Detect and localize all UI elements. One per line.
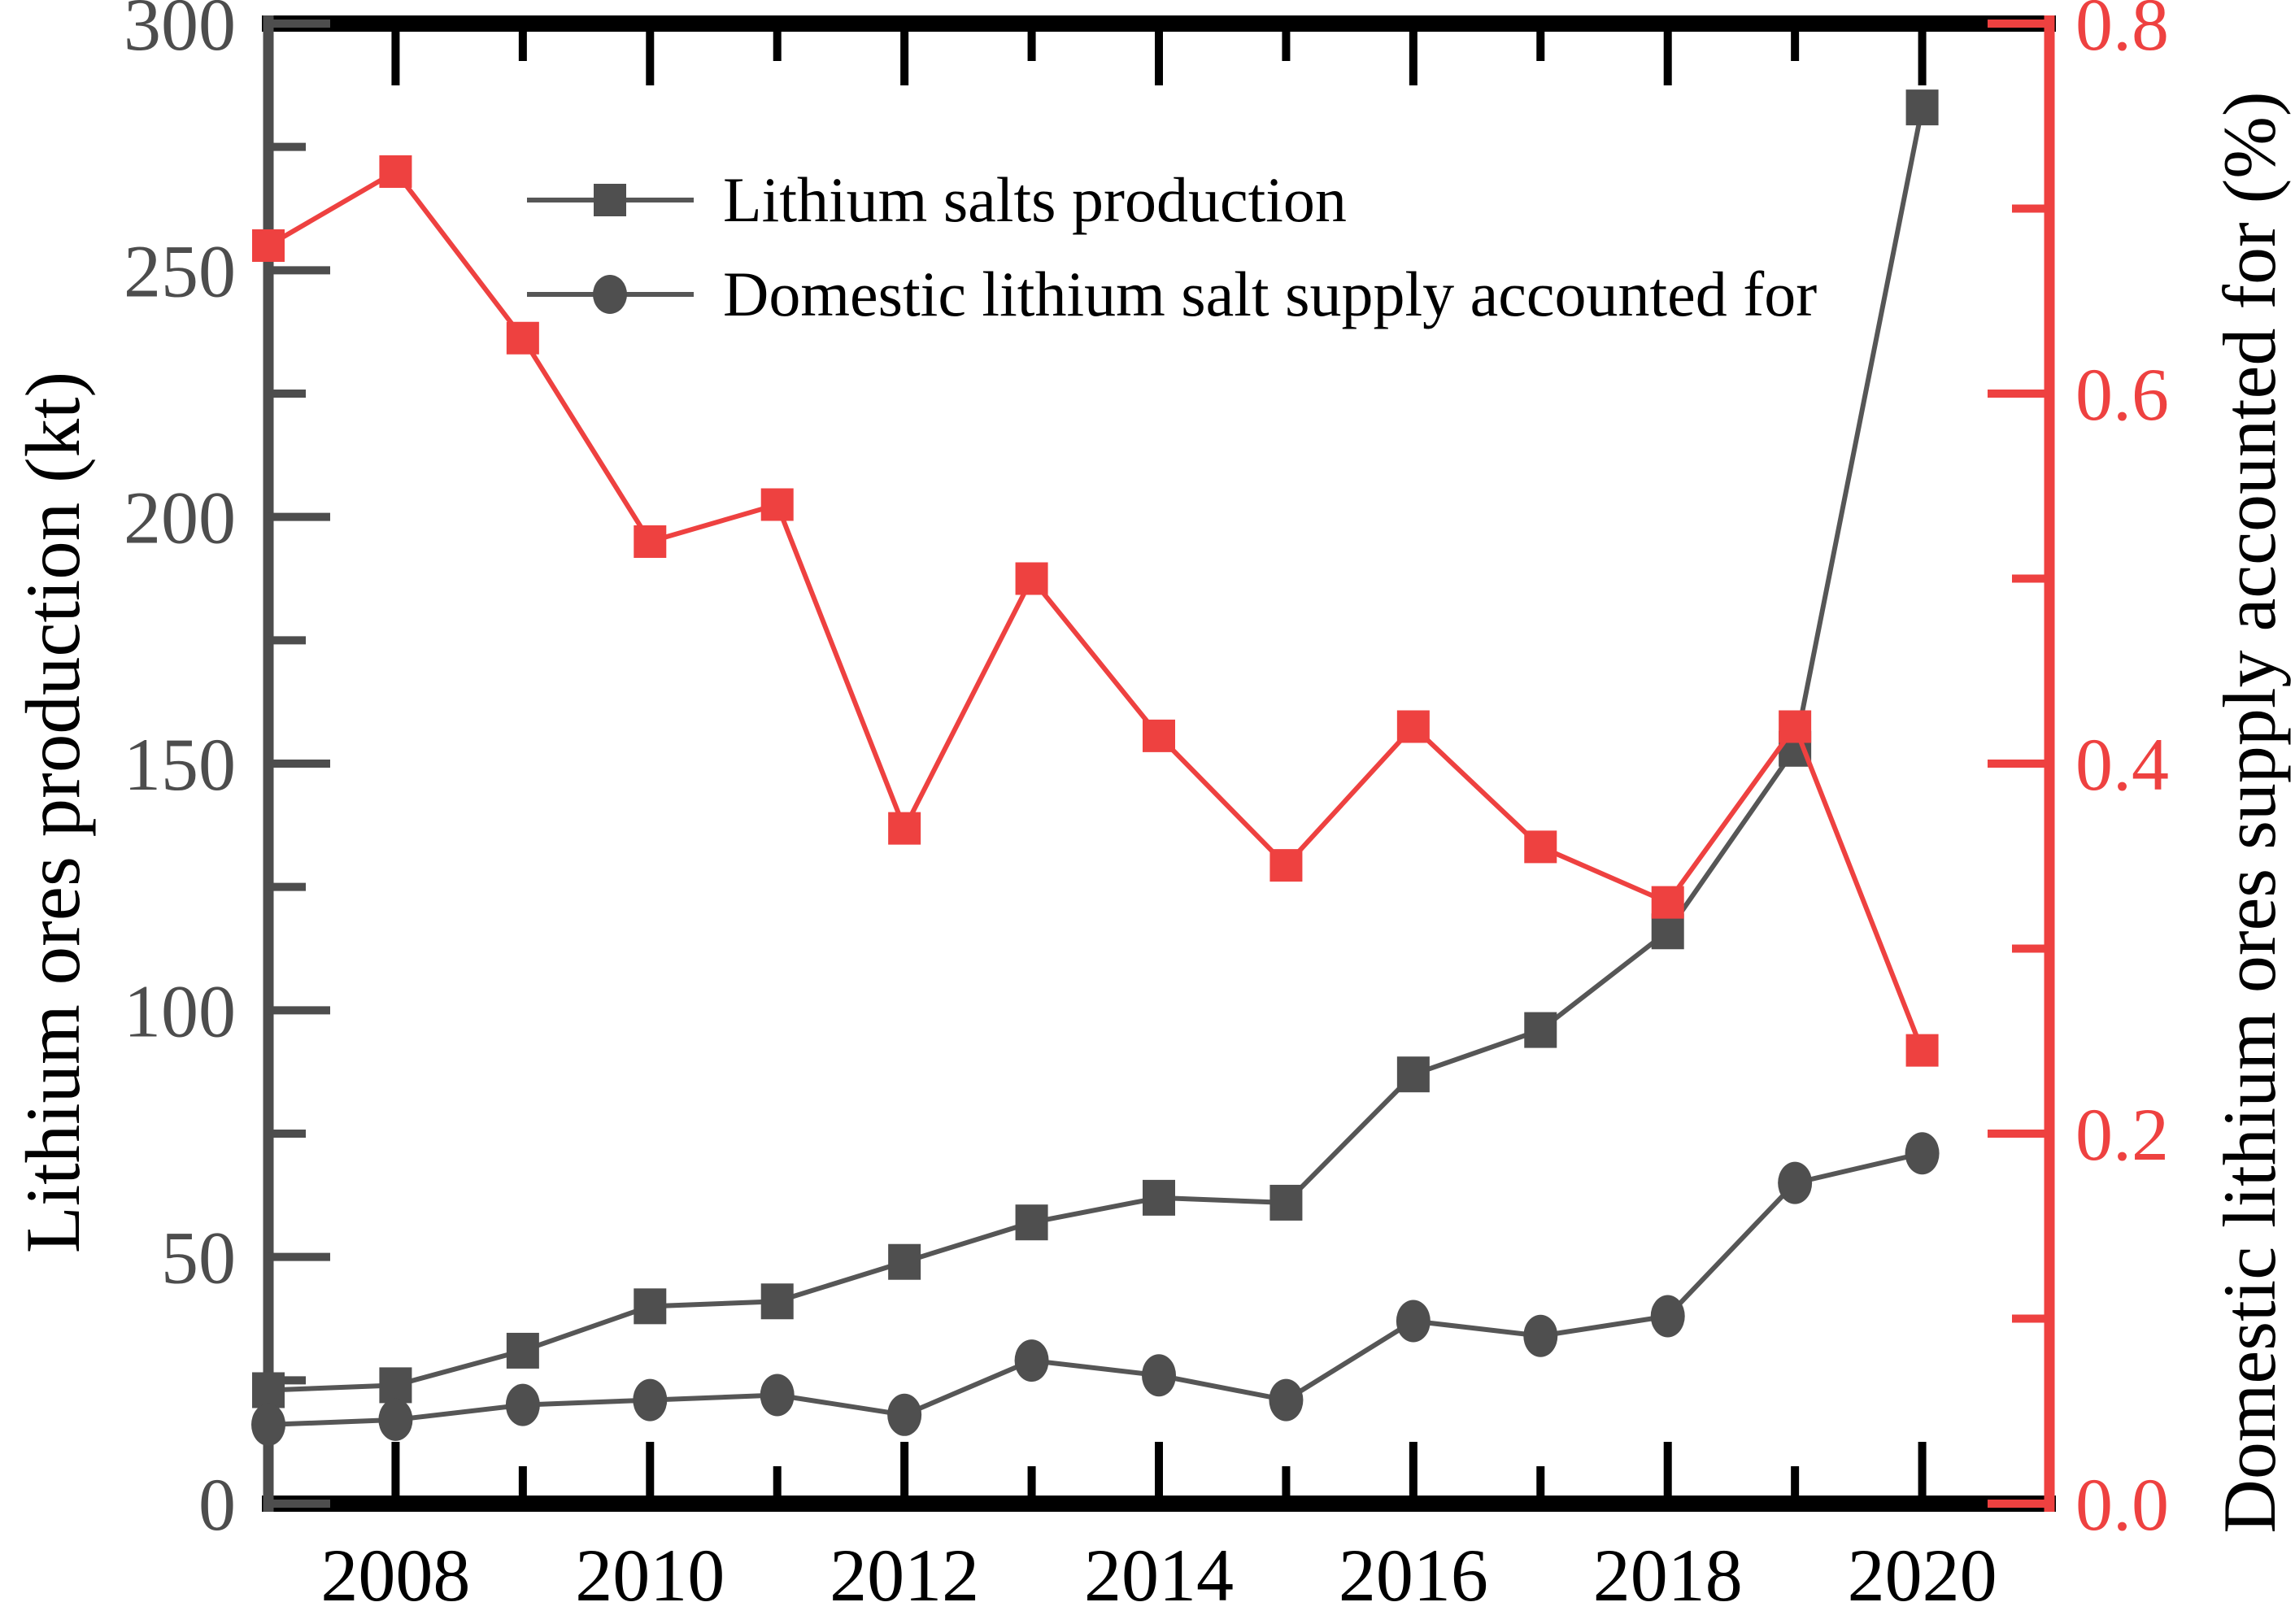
data-point-marker bbox=[1651, 886, 1684, 919]
data-point-marker bbox=[1396, 1300, 1431, 1343]
y-left-tick-label: 300 bbox=[124, 0, 236, 66]
legend-key bbox=[527, 254, 694, 335]
data-point-marker bbox=[1269, 1184, 1303, 1221]
data-point-marker bbox=[1778, 1161, 1813, 1204]
data-point-marker bbox=[887, 1393, 922, 1436]
data-point-marker bbox=[1014, 1339, 1049, 1382]
legend-item-label: Lithium salts production bbox=[723, 164, 1347, 235]
y-left-tick-label: 200 bbox=[124, 477, 236, 559]
series-line bbox=[267, 168, 1925, 1051]
x-tick-label: 2012 bbox=[830, 1534, 979, 1617]
data-point-marker bbox=[1143, 719, 1175, 752]
x-tick-label: 2018 bbox=[1593, 1534, 1743, 1617]
data-point-marker bbox=[379, 155, 412, 188]
y-right-tick-label: 0.8 bbox=[2075, 0, 2169, 66]
data-point-marker bbox=[1396, 710, 1430, 743]
data-point-marker bbox=[1650, 1295, 1685, 1338]
y-left-tick-label: 50 bbox=[161, 1217, 236, 1300]
data-point-marker bbox=[1905, 1132, 1940, 1175]
data-point-marker bbox=[252, 229, 285, 262]
data-point-marker bbox=[1143, 1179, 1175, 1216]
y-left-tick-label: 150 bbox=[124, 723, 236, 806]
data-point-marker bbox=[1269, 849, 1303, 882]
data-point-marker bbox=[1905, 1034, 1939, 1067]
legend-item-domestic-lithium-salt-supply: Domestic lithium salt supply accounted f… bbox=[527, 254, 1817, 335]
y-right-tick-label: 0.6 bbox=[2075, 353, 2169, 436]
y-right-tick-label: 0.2 bbox=[2075, 1093, 2169, 1176]
square-marker-icon bbox=[594, 184, 626, 216]
x-tick-label: 2016 bbox=[1339, 1534, 1488, 1617]
data-point-marker bbox=[1651, 913, 1684, 950]
data-point-marker bbox=[760, 1283, 794, 1320]
data-point-marker bbox=[1396, 1056, 1430, 1093]
data-point-marker bbox=[634, 1288, 667, 1325]
data-point-marker bbox=[760, 1374, 795, 1417]
data-point-marker bbox=[634, 525, 667, 558]
data-point-marker bbox=[506, 1332, 539, 1369]
data-point-marker bbox=[1142, 1354, 1176, 1397]
y-left-tick-label: 250 bbox=[124, 229, 236, 312]
data-point-marker bbox=[1524, 830, 1557, 864]
legend-item-label: Domestic lithium salt supply accounted f… bbox=[723, 259, 1818, 329]
data-point-marker bbox=[1015, 562, 1048, 595]
data-point-marker bbox=[378, 1398, 413, 1441]
data-point-marker bbox=[888, 1243, 921, 1280]
data-point-marker bbox=[1905, 89, 1939, 126]
data-point-marker bbox=[379, 1367, 412, 1404]
left-axis-title: Lithium ores production (kt) bbox=[10, 371, 96, 1253]
data-point-marker bbox=[888, 812, 921, 845]
x-tick-label: 2014 bbox=[1084, 1534, 1234, 1617]
data-point-marker bbox=[506, 321, 539, 355]
data-point-marker bbox=[760, 488, 794, 521]
y-left-tick-label: 100 bbox=[124, 969, 236, 1052]
data-point-marker bbox=[633, 1378, 668, 1422]
series-line bbox=[268, 1151, 1923, 1427]
x-tick-label: 2008 bbox=[320, 1534, 470, 1617]
data-point-marker bbox=[1779, 710, 1812, 743]
y-left-tick-label: 0 bbox=[198, 1463, 236, 1546]
x-tick-label: 2020 bbox=[1848, 1534, 1997, 1617]
data-point-marker bbox=[1269, 1378, 1304, 1422]
legend: Lithium salts production Domestic lithiu… bbox=[527, 159, 1817, 348]
data-point-marker bbox=[1015, 1204, 1048, 1241]
data-point-marker bbox=[251, 1403, 285, 1446]
series-line bbox=[268, 107, 1925, 1393]
data-point-marker bbox=[252, 1372, 285, 1408]
y-right-tick-label: 0.0 bbox=[2075, 1463, 2169, 1546]
legend-key bbox=[527, 159, 694, 241]
y-right-tick-label: 0.4 bbox=[2075, 723, 2169, 806]
data-point-marker bbox=[505, 1383, 540, 1426]
legend-item-lithium-salts-production: Lithium salts production bbox=[527, 159, 1817, 241]
circle-marker-icon bbox=[593, 275, 627, 314]
x-tick-label: 2010 bbox=[575, 1534, 725, 1617]
right-axis-title: Domestic lithium ores supply accounted f… bbox=[2208, 90, 2291, 1534]
data-point-marker bbox=[1524, 1012, 1557, 1048]
data-point-marker bbox=[1523, 1314, 1558, 1357]
